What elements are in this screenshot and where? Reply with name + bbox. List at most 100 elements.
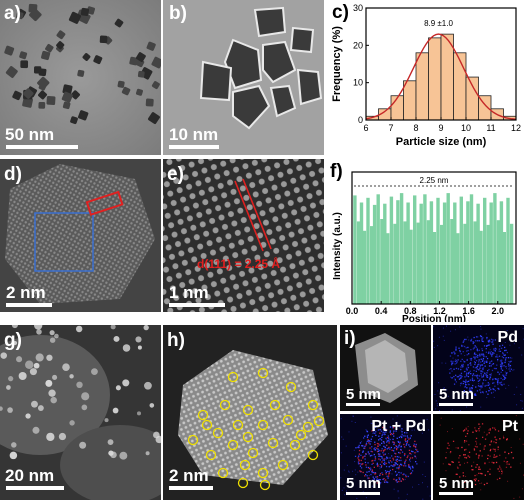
eds-signal-dot — [491, 369, 494, 372]
eds-noise-dot — [424, 476, 426, 477]
eds-tile-pt-scale-bar — [439, 492, 473, 495]
x-tick-label: 11 — [486, 123, 495, 133]
bright-particle — [144, 381, 152, 390]
eds-signal-dot — [498, 465, 501, 467]
eds-signal-dot — [503, 365, 505, 367]
eds-tile-ptpd-scale-text: 5 nm — [346, 475, 382, 492]
eds-signal-dot — [387, 477, 389, 479]
eds-noise-dot — [477, 368, 479, 370]
intensity-bar — [399, 193, 404, 304]
eds-signal-dot — [373, 429, 376, 431]
eds-noise-dot — [438, 336, 440, 338]
eds-signal-dot — [486, 338, 488, 340]
eds-signal-dot — [416, 463, 418, 465]
eds-signal-dot — [451, 362, 453, 364]
intensity-bar — [370, 226, 374, 304]
eds-tile-haadf-scale-text: 5 nm — [346, 386, 382, 403]
eds-noise-dot — [464, 393, 466, 395]
span-label: 2.25 nm — [420, 176, 449, 185]
eds-signal-dot — [364, 475, 366, 477]
intensity-bar — [436, 197, 440, 304]
eds-signal-dot — [408, 444, 410, 446]
eds-tile-pt-scale-text: 5 nm — [439, 475, 475, 492]
eds-signal-dot — [392, 438, 394, 440]
nanoparticle — [99, 35, 108, 44]
eds-signal-dot — [483, 362, 485, 364]
eds-signal-dot — [402, 435, 404, 437]
eds-signal-dot — [374, 456, 376, 458]
eds-signal-dot — [484, 462, 486, 464]
eds-noise-dot — [397, 491, 399, 493]
eds-signal-dot — [483, 355, 485, 358]
eds-signal-dot — [490, 440, 493, 442]
eds-signal-dot — [384, 433, 386, 436]
eds-signal-dot — [478, 468, 480, 470]
sa-site-circle — [232, 419, 244, 431]
panel-a-particles — [0, 0, 161, 155]
eds-signal-dot — [489, 429, 491, 431]
eds-signal-dot — [476, 430, 478, 432]
eds-signal-dot — [469, 387, 471, 389]
eds-signal-dot — [452, 461, 454, 463]
eds-signal-dot — [386, 470, 389, 473]
sa-site-circle — [259, 479, 271, 491]
bright-particle — [54, 333, 59, 339]
eds-tile-pd: Pd 5 nm — [433, 325, 524, 411]
eds-noise-dot — [473, 461, 475, 463]
bright-particle — [112, 407, 119, 414]
eds-signal-dot — [362, 445, 364, 447]
eds-signal-dot — [512, 457, 514, 459]
eds-noise-dot — [482, 354, 484, 356]
y-axis-label: Intensity (a.u.) — [332, 212, 343, 280]
eds-noise-dot — [467, 336, 469, 338]
sa-site-circle — [227, 371, 239, 383]
eds-signal-dot — [408, 466, 410, 468]
eds-noise-dot — [454, 329, 456, 331]
eds-signal-dot — [404, 435, 406, 437]
eds-noise-dot — [497, 360, 499, 362]
eds-noise-dot — [354, 422, 356, 423]
eds-signal-dot — [365, 473, 367, 476]
bright-particle — [143, 325, 149, 331]
intensity-bar — [506, 197, 510, 304]
eds-signal-dot — [379, 474, 381, 476]
eds-signal-dot — [495, 442, 497, 444]
eds-signal-dot — [411, 466, 414, 468]
eds-signal-dot — [381, 436, 383, 438]
panel-e-scale-bar — [169, 303, 225, 307]
eds-signal-dot — [493, 456, 495, 458]
intensity-bar — [453, 202, 457, 304]
eds-signal-dot — [479, 378, 481, 380]
eds-signal-dot — [489, 373, 491, 376]
eds-signal-dot — [358, 449, 361, 452]
eds-signal-dot — [364, 445, 366, 447]
eds-signal-dot — [477, 364, 479, 366]
eds-signal-dot — [357, 446, 360, 448]
bright-particle — [25, 413, 31, 419]
eds-noise-dot — [465, 475, 467, 477]
eds-signal-dot — [360, 454, 362, 456]
eds-tile-ptpd-element: Pt + Pd — [371, 418, 426, 435]
panel-g-haadf-image: g) 20 nm — [0, 325, 161, 500]
bright-particle — [11, 325, 18, 329]
eds-signal-dot — [489, 444, 491, 446]
eds-noise-dot — [519, 438, 521, 440]
eds-signal-dot — [410, 472, 413, 474]
eds-signal-dot — [471, 387, 473, 390]
eds-signal-dot — [453, 375, 455, 378]
eds-signal-dot — [481, 353, 483, 355]
eds-signal-dot — [500, 359, 502, 361]
eds-noise-dot — [398, 474, 400, 476]
sa-site-circle — [257, 467, 269, 479]
eds-signal-dot — [505, 374, 507, 376]
eds-noise-dot — [504, 371, 506, 373]
eds-noise-dot — [394, 464, 396, 466]
eds-signal-dot — [476, 340, 478, 342]
eds-signal-dot — [381, 448, 383, 450]
eds-signal-dot — [494, 390, 496, 392]
eds-signal-dot — [388, 475, 390, 477]
eds-signal-dot — [398, 456, 400, 458]
eds-noise-dot — [489, 349, 491, 351]
eds-signal-dot — [463, 441, 466, 443]
eds-signal-dot — [380, 430, 383, 432]
